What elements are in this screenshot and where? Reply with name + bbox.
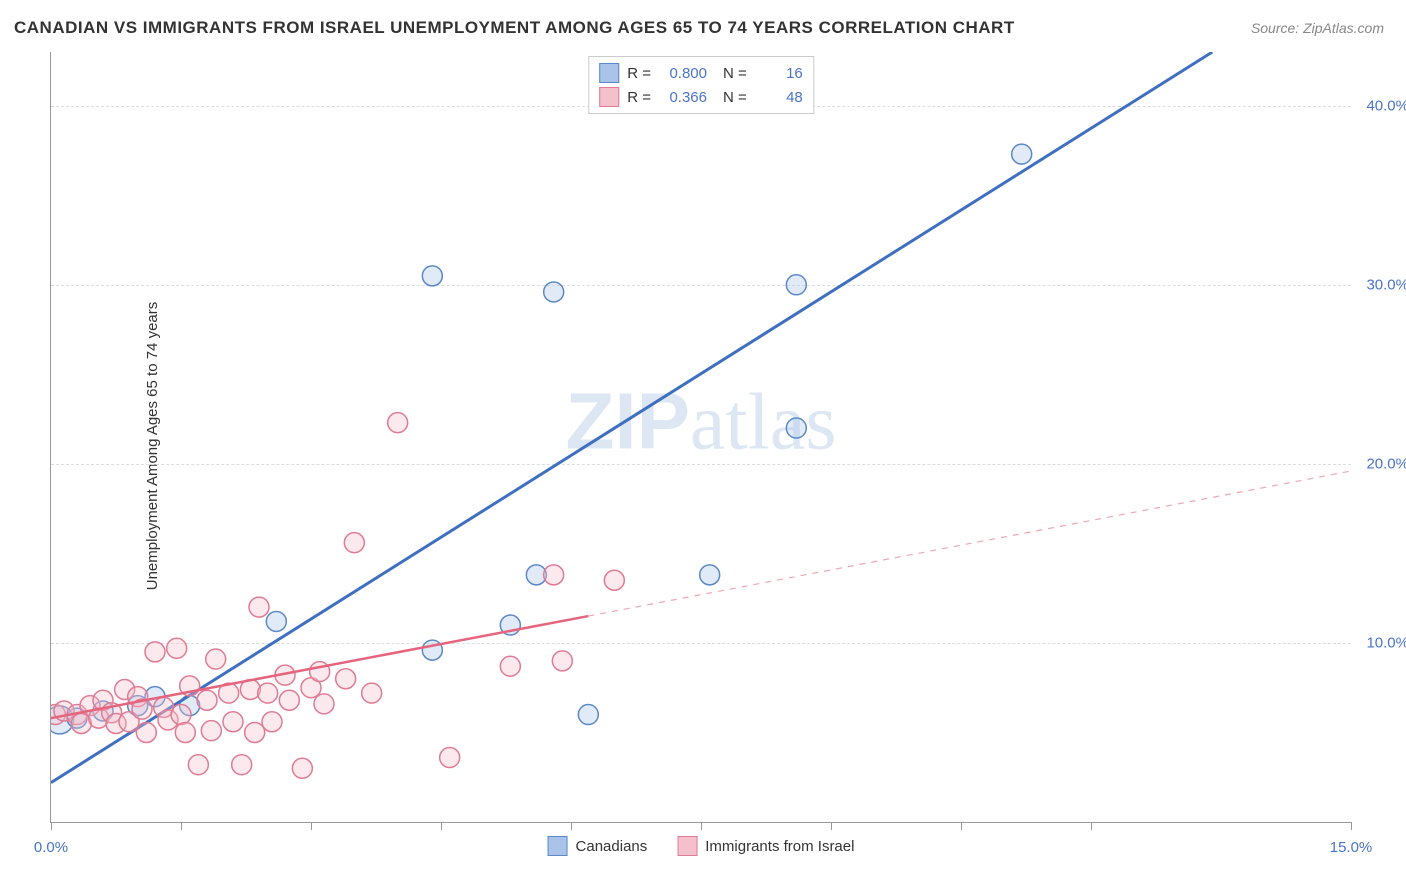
scatter-point-immigrants [201, 721, 221, 741]
y-tick-label: 30.0% [1366, 276, 1406, 293]
x-tick [311, 822, 312, 830]
x-tick [831, 822, 832, 830]
x-tick [1351, 822, 1352, 830]
scatter-point-immigrants [440, 748, 460, 768]
scatter-point-immigrants [388, 413, 408, 433]
source-label: Source: ZipAtlas.com [1251, 20, 1384, 36]
scatter-point-immigrants [136, 722, 156, 742]
scatter-point-immigrants [171, 705, 191, 725]
scatter-point-canadians [786, 418, 806, 438]
scatter-point-immigrants [544, 565, 564, 585]
scatter-point-immigrants [223, 712, 243, 732]
scatter-point-canadians [578, 705, 598, 725]
scatter-point-canadians [422, 266, 442, 286]
legend-n-label: N = [723, 89, 747, 106]
legend-series-label: Immigrants from Israel [705, 838, 854, 855]
legend-n-label: N = [723, 65, 747, 82]
series-legend: Canadians Immigrants from Israel [548, 836, 855, 856]
scatter-point-immigrants [362, 683, 382, 703]
x-tick [1091, 822, 1092, 830]
x-tick-label: 0.0% [34, 839, 68, 856]
plot-area: ZIPatlas R = 0.800 N = 16 R = 0.366 N = … [50, 52, 1351, 823]
scatter-point-canadians [786, 275, 806, 295]
legend-r-label: R = [627, 89, 651, 106]
legend-r-value: 0.366 [659, 89, 707, 106]
regression-line-canadians [51, 52, 1212, 783]
scatter-point-immigrants [279, 690, 299, 710]
scatter-point-immigrants [344, 533, 364, 553]
y-tick-label: 10.0% [1366, 634, 1406, 651]
legend-series-item: Immigrants from Israel [677, 836, 854, 856]
legend-correlation-row: R = 0.366 N = 48 [599, 85, 803, 109]
x-tick-label: 15.0% [1330, 839, 1373, 856]
legend-series-label: Canadians [576, 838, 648, 855]
chart-title: CANADIAN VS IMMIGRANTS FROM ISRAEL UNEMP… [14, 18, 1015, 38]
legend-swatch [599, 87, 619, 107]
scatter-point-canadians [700, 565, 720, 585]
scatter-point-immigrants [262, 712, 282, 732]
y-tick-label: 20.0% [1366, 455, 1406, 472]
scatter-point-immigrants [175, 722, 195, 742]
x-tick [701, 822, 702, 830]
legend-swatch [677, 836, 697, 856]
scatter-point-immigrants [188, 755, 208, 775]
scatter-point-immigrants [314, 694, 334, 714]
legend-swatch [599, 63, 619, 83]
scatter-point-canadians [544, 282, 564, 302]
scatter-svg [51, 52, 1351, 822]
scatter-point-immigrants [249, 597, 269, 617]
scatter-point-immigrants [292, 758, 312, 778]
scatter-point-canadians [422, 640, 442, 660]
legend-r-value: 0.800 [659, 65, 707, 82]
legend-n-value: 48 [755, 89, 803, 106]
regression-line-dash-immigrants [588, 471, 1351, 616]
scatter-point-immigrants [336, 669, 356, 689]
x-tick [961, 822, 962, 830]
x-tick [181, 822, 182, 830]
scatter-point-immigrants [232, 755, 252, 775]
legend-swatch [548, 836, 568, 856]
scatter-point-immigrants [604, 570, 624, 590]
scatter-point-canadians [266, 611, 286, 631]
legend-correlation-row: R = 0.800 N = 16 [599, 61, 803, 85]
legend-r-label: R = [627, 65, 651, 82]
x-tick [441, 822, 442, 830]
scatter-point-immigrants [145, 642, 165, 662]
legend-n-value: 16 [755, 65, 803, 82]
scatter-point-immigrants [258, 683, 278, 703]
legend-series-item: Canadians [548, 836, 648, 856]
scatter-point-immigrants [197, 690, 217, 710]
scatter-point-canadians [1012, 144, 1032, 164]
chart-container: CANADIAN VS IMMIGRANTS FROM ISRAEL UNEMP… [0, 0, 1406, 892]
x-tick [51, 822, 52, 830]
x-tick [571, 822, 572, 830]
scatter-point-immigrants [167, 638, 187, 658]
scatter-point-immigrants [552, 651, 572, 671]
scatter-point-immigrants [500, 656, 520, 676]
correlation-legend: R = 0.800 N = 16 R = 0.366 N = 48 [588, 56, 814, 114]
y-tick-label: 40.0% [1366, 97, 1406, 114]
scatter-point-immigrants [245, 722, 265, 742]
scatter-point-immigrants [206, 649, 226, 669]
